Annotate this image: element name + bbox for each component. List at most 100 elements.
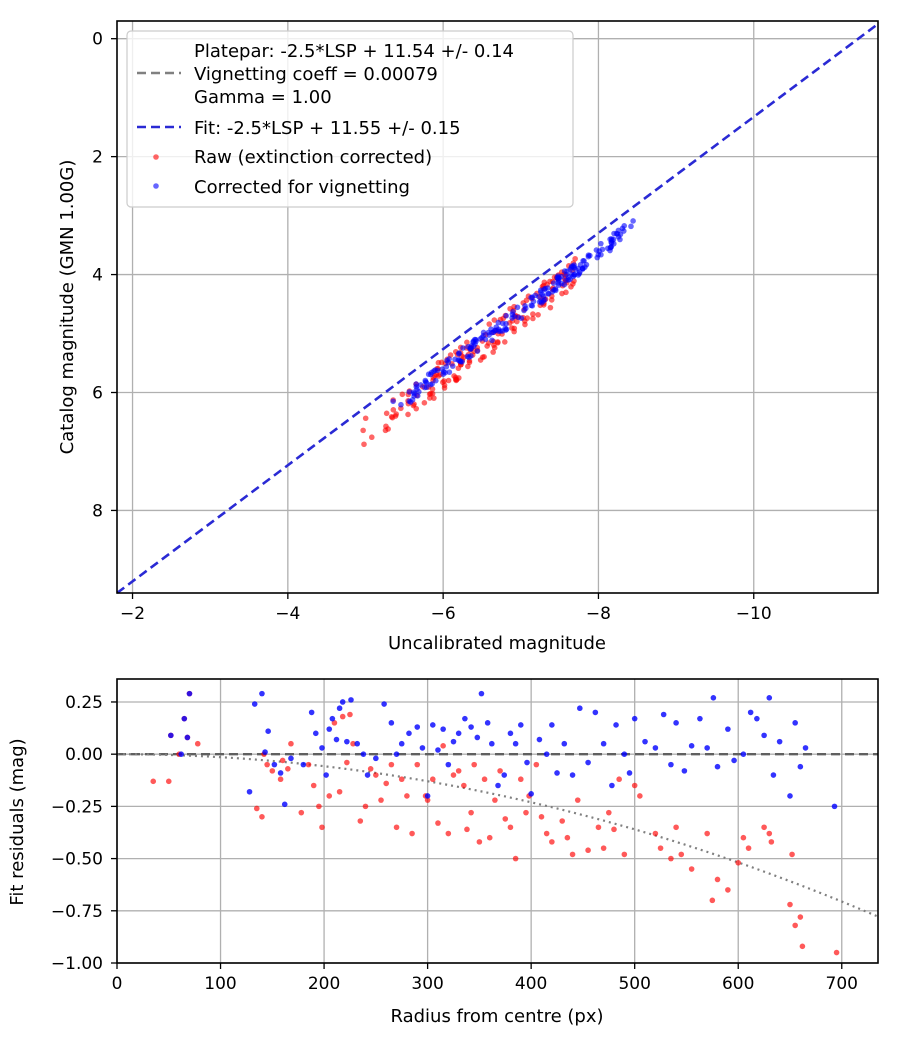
corrected-point: [549, 289, 556, 295]
corrected-point: [577, 262, 584, 268]
corrected-point: [570, 263, 577, 270]
raw-point: [491, 317, 498, 323]
raw-point: [563, 289, 569, 296]
raw-residual-point: [559, 818, 566, 824]
corrected-point: [480, 332, 487, 339]
bottom-x-tick-label: 200: [308, 974, 340, 994]
raw-residual-point: [269, 768, 276, 774]
raw-point: [530, 311, 536, 317]
raw-residual-point: [357, 818, 364, 824]
raw-point: [445, 377, 452, 384]
corrected-residual-point: [339, 699, 346, 705]
raw-residual-point: [435, 820, 441, 826]
corrected-residual-point: [381, 701, 387, 707]
raw-residual-point: [319, 824, 325, 831]
bottom-x-tick-label: 500: [618, 974, 650, 994]
raw-residual-point: [424, 797, 431, 803]
raw-point: [486, 321, 493, 327]
raw-residual-point: [440, 743, 446, 749]
bottom-y-ticks: 0.25 0.00 −0.25 −0.50 −0.75 −1.00: [51, 693, 117, 974]
corrected-residual-point: [725, 726, 731, 732]
raw-residual-point: [631, 782, 638, 789]
bottom-grid: [116, 679, 878, 964]
raw-residual-point: [476, 839, 483, 845]
raw-residual-point: [543, 830, 550, 837]
corrected-residual-point: [609, 782, 615, 789]
corrected-point: [440, 368, 447, 375]
raw-point: [441, 378, 447, 384]
corrected-point: [488, 326, 494, 332]
corrected-residual-point: [462, 715, 468, 722]
raw-residual-point: [740, 834, 747, 841]
bottom-y-tick-label: −0.25: [51, 797, 103, 817]
top-fit-line: [116, 22, 879, 595]
corrected-residual-point: [489, 740, 495, 747]
raw-residual-point: [344, 759, 350, 766]
vignetting-model-curve: [117, 753, 879, 918]
corrected-point: [628, 223, 634, 230]
raw-residual-point: [611, 826, 617, 833]
raw-residual-point: [787, 901, 793, 908]
raw-residual-point: [569, 851, 576, 858]
raw-residual-point: [288, 740, 294, 747]
raw-residual-point: [310, 782, 317, 789]
raw-point: [451, 373, 457, 379]
corrected-point: [398, 401, 404, 408]
raw-residual-point: [766, 830, 773, 837]
corrected-point: [427, 371, 434, 378]
raw-residual-point: [150, 778, 157, 785]
raw-residual-point: [331, 720, 338, 726]
legend-corrected-label: Corrected for vignetting: [194, 177, 410, 198]
corrected-residual-point: [613, 722, 619, 728]
raw-residual-point: [600, 845, 607, 851]
corrected-residual-point: [246, 788, 253, 795]
corrected-point: [582, 264, 588, 270]
corrected-residual-point: [652, 745, 659, 751]
bottom-x-tick-label: 600: [722, 974, 754, 994]
raw-residual-point: [549, 839, 555, 845]
legend-platepar-line1: Platepar: -2.5*LSP + 11.54 +/- 0.14: [194, 41, 514, 62]
raw-point: [399, 391, 406, 398]
bottom-plot: 0 100 200 300 400 500 600 700 0.25 0.00 −0.25 −0.5…: [7, 678, 879, 1027]
raw-residual-point: [339, 713, 346, 720]
corrected-residual-point: [549, 722, 555, 728]
corrected-point: [509, 315, 515, 321]
bottom-points: [150, 690, 840, 956]
bottom-raw-series: [150, 690, 840, 956]
raw-residual-point: [398, 776, 405, 783]
corrected-residual-point: [528, 791, 534, 797]
raw-point: [464, 339, 470, 346]
corrected-residual-point: [329, 715, 336, 722]
corrected-residual-point: [754, 715, 760, 722]
raw-residual-point: [362, 803, 369, 810]
corrected-residual-point: [673, 720, 679, 726]
corrected-point: [510, 308, 516, 315]
raw-residual-point: [461, 782, 467, 789]
corrected-residual-point: [517, 722, 524, 728]
top-fit-line-group: [116, 22, 879, 595]
raw-residual-point: [799, 943, 806, 950]
raw-residual-point: [621, 851, 628, 858]
corrected-point: [474, 348, 481, 354]
top-y-axis-label: Catalog magnitude (GMN 1.00G): [57, 160, 78, 455]
corrected-residual-point: [592, 709, 599, 716]
raw-residual-point: [523, 809, 529, 816]
corrected-residual-point: [393, 751, 400, 757]
corrected-residual-point: [419, 745, 426, 751]
raw-residual-point: [574, 797, 581, 803]
raw-residual-point: [326, 793, 333, 799]
corrected-point: [406, 389, 413, 395]
bottom-x-tick-label: 700: [826, 974, 858, 994]
corrected-point: [432, 367, 438, 373]
corrected-point: [561, 281, 568, 288]
raw-point: [390, 407, 397, 413]
raw-residual-point: [606, 809, 612, 816]
raw-residual-point: [538, 814, 545, 820]
corrected-point: [433, 377, 439, 384]
corrected-point: [414, 386, 420, 393]
corrected-residual-point: [747, 709, 754, 716]
corrected-point: [570, 273, 577, 280]
bottom-y-axis-label: Fit residuals (mag): [7, 738, 28, 905]
corrected-residual-point: [265, 728, 271, 735]
corrected-residual-point: [770, 772, 777, 778]
